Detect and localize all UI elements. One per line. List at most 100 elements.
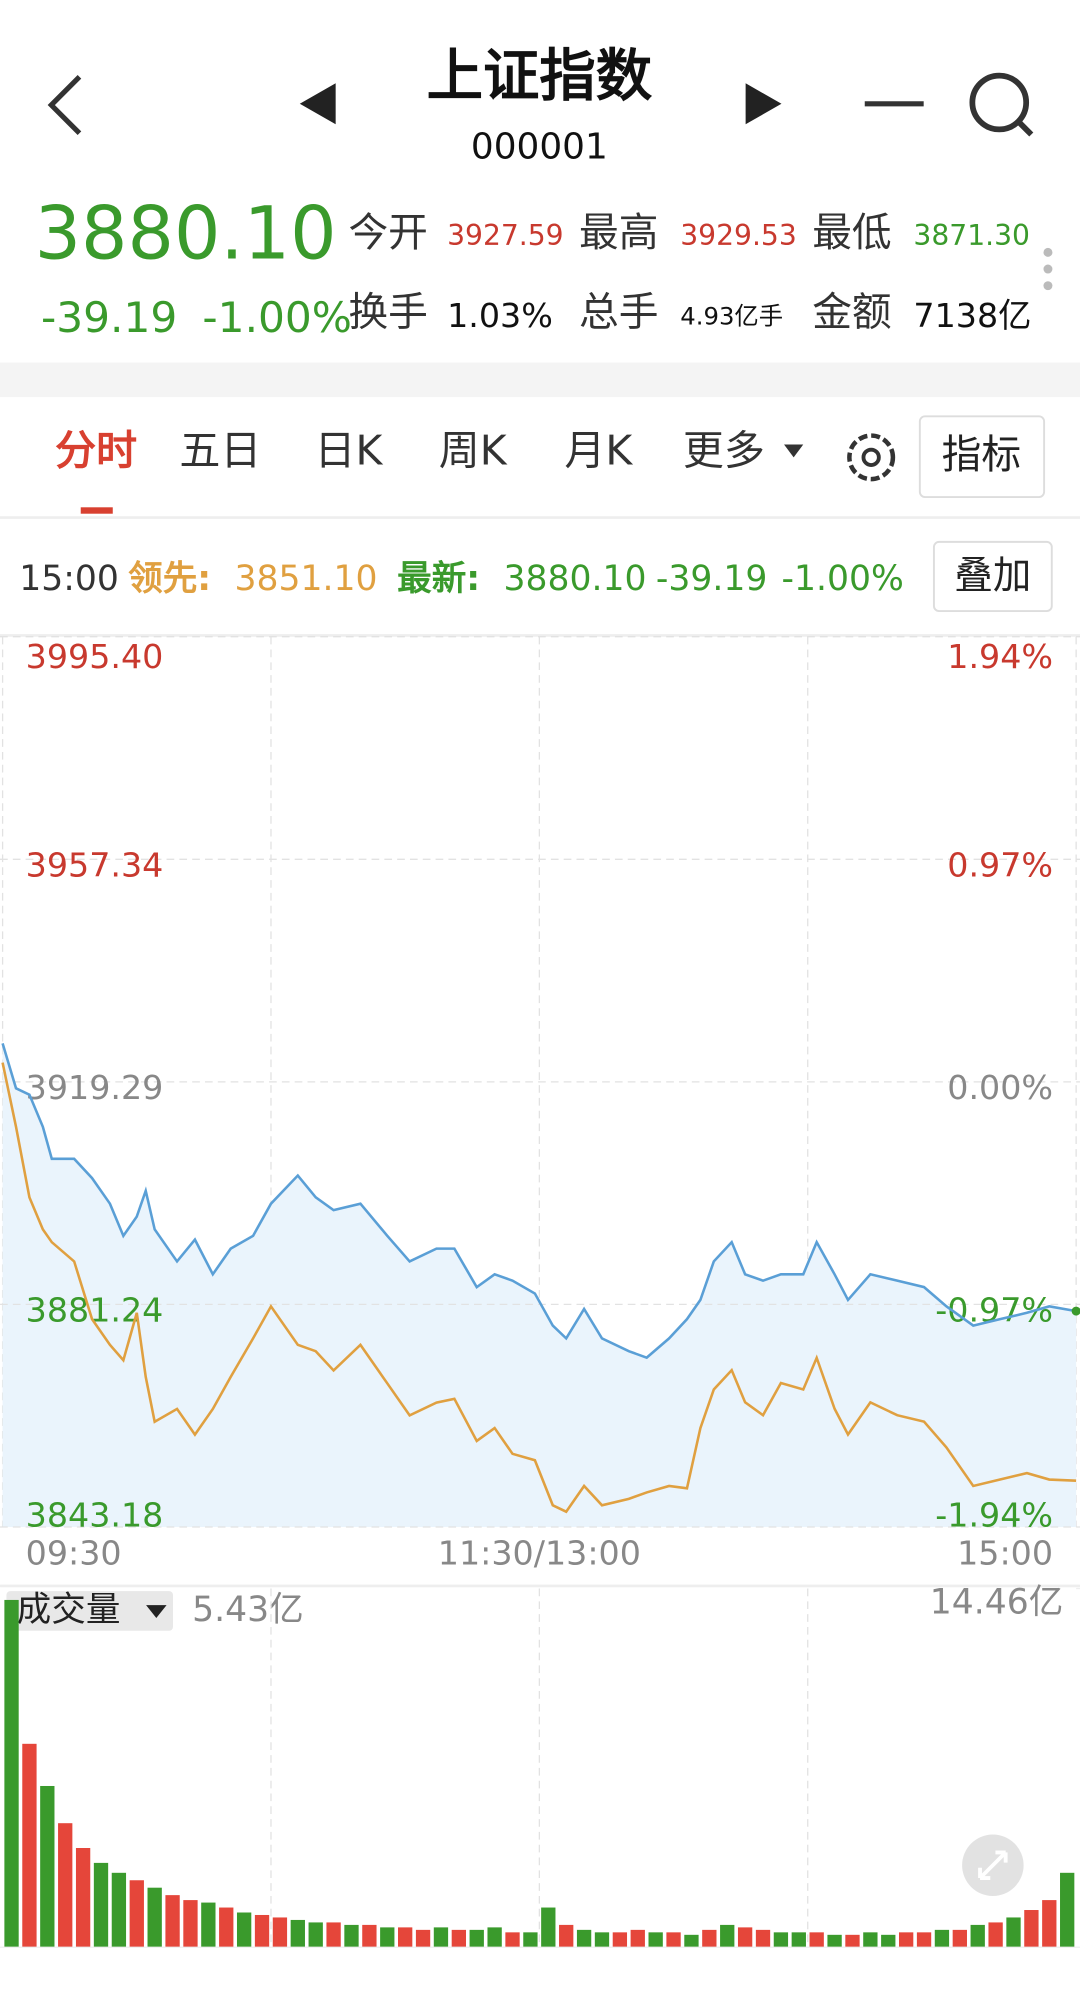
volume-bar xyxy=(111,1872,127,1948)
stat-label: 换手 xyxy=(348,290,427,336)
tab[interactable]: 分时 xyxy=(55,426,137,474)
next-button[interactable] xyxy=(745,83,782,125)
volume-bar xyxy=(433,1927,449,1948)
volume-bar xyxy=(988,1922,1003,1948)
volume-bar xyxy=(773,1932,789,1948)
change: -39.19 xyxy=(41,293,177,342)
price: 3880.10 xyxy=(35,191,337,276)
y2-tick-label: 1.94% xyxy=(947,637,1053,676)
volume-bar xyxy=(737,1927,753,1948)
volume-bar xyxy=(93,1862,109,1948)
dot xyxy=(1043,281,1053,291)
volume-bar xyxy=(505,1932,520,1948)
latest-value: 3880.10 xyxy=(503,559,646,599)
expand-icon xyxy=(978,1850,1008,1880)
volume-chart: 成交量 5.43亿 14.46亿 xyxy=(0,1582,1080,1948)
dot xyxy=(1043,264,1053,274)
volume-bar xyxy=(236,1912,252,1948)
volume-bar xyxy=(809,1932,824,1948)
stat-label: 今开 xyxy=(348,210,427,256)
volume-bar xyxy=(630,1929,645,1948)
dropdown-arrow xyxy=(784,444,804,458)
y2-tick-label: 0.00% xyxy=(947,1068,1053,1107)
dropdown-arrow xyxy=(146,1605,167,1618)
stat-value: 4.93亿手 xyxy=(680,302,783,331)
y-tick-label: 3919.29 xyxy=(26,1068,164,1107)
price-chart: 09:30 11:30/13:00 15:00 3995.40 3957.34 3919.… xyxy=(0,636,1080,1573)
overlay-button[interactable] xyxy=(932,540,1053,613)
gear xyxy=(847,433,896,482)
volume-bar xyxy=(684,1934,699,1948)
volume-bar xyxy=(881,1934,896,1948)
stat-value: 3929.53 xyxy=(680,219,797,252)
volume-bar xyxy=(451,1929,467,1948)
dot xyxy=(1043,247,1053,257)
volume-bar xyxy=(1024,1910,1039,1948)
volume-bar xyxy=(952,1929,967,1948)
y-tick-label: 14.46亿 xyxy=(930,1582,1064,1622)
tab-indicator xyxy=(80,507,113,514)
tab[interactable]: 月K xyxy=(564,426,633,474)
y-tick-label: 3843.18 xyxy=(26,1495,164,1534)
tabs: 分时 五日 日K 周K 月K 更多 指标 xyxy=(55,415,1046,514)
volume-bar xyxy=(559,1924,574,1948)
volume-bar xyxy=(398,1927,413,1948)
back-button[interactable] xyxy=(47,75,82,136)
volume-bar xyxy=(487,1927,502,1948)
volume-bar xyxy=(845,1934,860,1948)
tab[interactable]: 周K xyxy=(439,426,508,474)
volume-bar xyxy=(898,1932,914,1948)
stat-label: 总手 xyxy=(579,290,658,336)
volume-bar xyxy=(326,1922,341,1948)
stat-value: 3871.30 xyxy=(913,219,1030,252)
volume-summary: 5.43亿 xyxy=(192,1590,304,1630)
volume-bar xyxy=(22,1743,37,1948)
lead-value: 3851.10 xyxy=(234,559,377,599)
volume-bar xyxy=(541,1907,556,1948)
volume-bar xyxy=(934,1929,950,1948)
volume-bar xyxy=(40,1785,55,1948)
tab[interactable]: 日K xyxy=(315,426,384,474)
volume-bar xyxy=(380,1927,395,1948)
indicator-button[interactable] xyxy=(918,415,1046,499)
overlay-label: 叠加 xyxy=(954,553,1031,598)
y-tick-label: 3957.34 xyxy=(26,845,164,884)
latest-label: 最新: xyxy=(397,559,480,599)
volume-bar xyxy=(1060,1872,1075,1948)
series-line xyxy=(1,1043,1077,1360)
volume-bar xyxy=(1006,1917,1021,1948)
more-dots[interactable] xyxy=(1043,247,1053,291)
title: 上证指数 xyxy=(427,44,653,109)
time: 15:00 xyxy=(19,559,119,599)
lead-label: 领先: xyxy=(128,559,211,599)
prev-button[interactable] xyxy=(299,83,336,125)
volume-bar xyxy=(344,1924,359,1948)
volume-bar xyxy=(290,1919,305,1948)
volume-bar xyxy=(183,1900,198,1948)
series-line xyxy=(1,1062,1077,1514)
code: 000001 xyxy=(471,127,608,168)
tab[interactable]: 更多 xyxy=(683,426,765,474)
volume-bar xyxy=(523,1932,538,1948)
volume-bar xyxy=(916,1932,932,1948)
volume-selector[interactable] xyxy=(6,1591,173,1631)
volume-bar xyxy=(755,1929,771,1948)
volume-bar xyxy=(720,1924,735,1948)
tab[interactable]: 五日 xyxy=(179,426,261,474)
expand-button[interactable] xyxy=(962,1834,1024,1896)
volume-bar xyxy=(648,1932,663,1948)
volume-bar xyxy=(362,1924,377,1948)
stat-value: 1.03% xyxy=(447,296,553,335)
volume-bar xyxy=(219,1907,234,1948)
volume-bar xyxy=(415,1929,431,1948)
gear-hub xyxy=(861,447,881,467)
settings-button[interactable] xyxy=(847,433,896,482)
volume-bar xyxy=(666,1932,681,1948)
search-button[interactable] xyxy=(969,72,1034,137)
latest-change: -39.19 xyxy=(656,559,767,599)
indicator-label: 指标 xyxy=(942,432,1021,478)
area xyxy=(2,1043,1077,1528)
search-icon xyxy=(969,72,1030,133)
